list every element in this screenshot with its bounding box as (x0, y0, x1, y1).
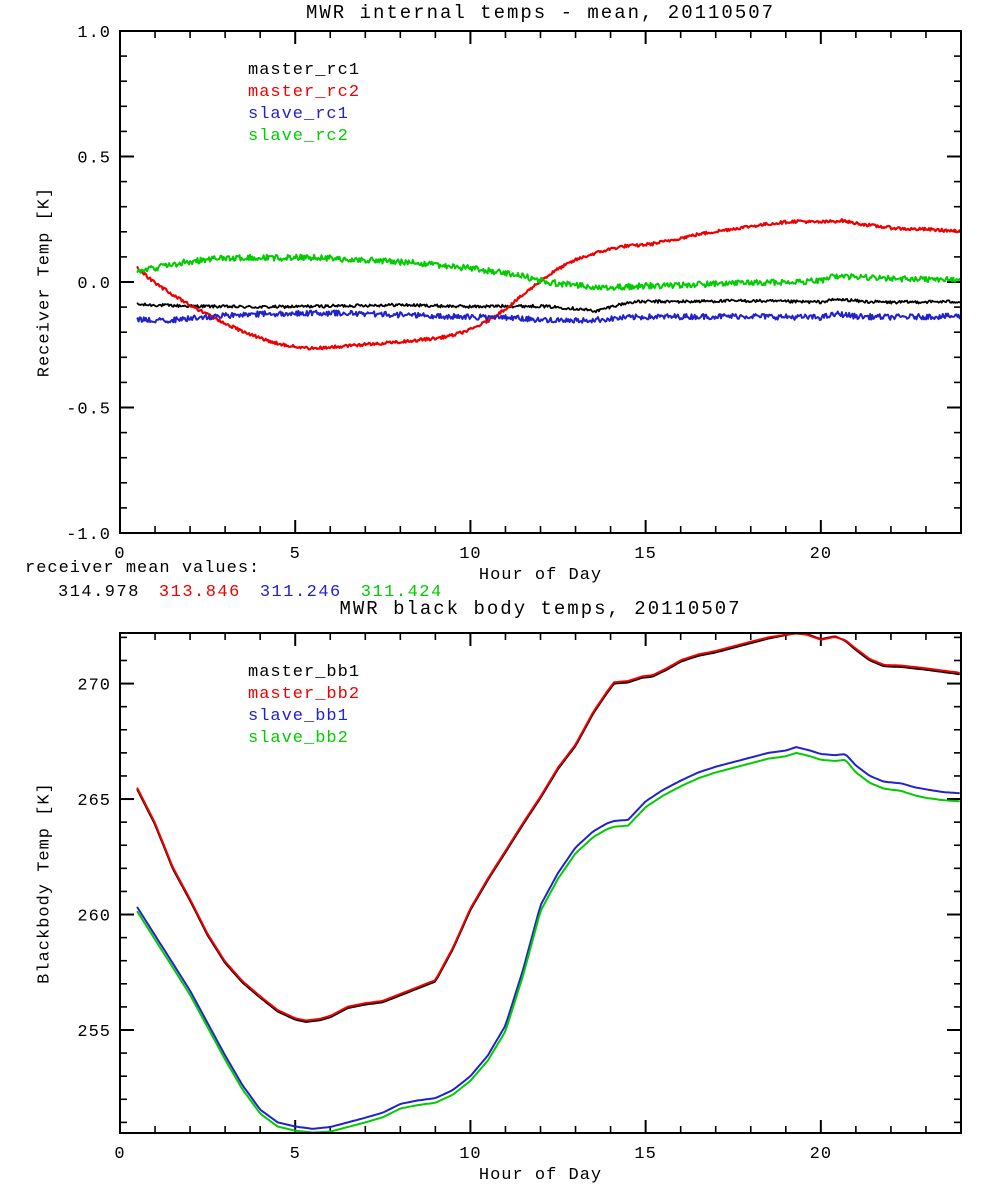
series-slave_bb1 (136, 746, 960, 1130)
y-tick-label: -0.5 (66, 401, 111, 420)
y-tick-label: 1.0 (77, 24, 111, 43)
receiver-mean-values: 314.978 313.846 311.246 311.424 (58, 583, 462, 602)
top-chart-legend: master_rc1 master_rc2 slave_rc1 slave_rc2 (248, 60, 360, 148)
x-tick-label: 0 (114, 545, 125, 564)
x-tick-label: 15 (634, 545, 656, 564)
y-tick-label: 0.5 (77, 150, 111, 169)
y-tick-label: 265 (77, 792, 111, 811)
x-tick-label: 10 (459, 1145, 481, 1164)
top-chart-canvas: 0 5 10 15 20 -1.0 -0.5 0.0 0.5 1.0 (66, 24, 962, 564)
legend-entry: slave_bb2 (248, 729, 349, 748)
y-tick-label: 260 (77, 908, 111, 927)
legend-entry: slave_rc1 (248, 105, 349, 124)
y-tick-label: 270 (77, 677, 111, 696)
series-slave_bb2 (136, 751, 960, 1133)
legend-entry: slave_bb1 (248, 707, 349, 726)
bottom-x-axis-label: Hour of Day (478, 1166, 603, 1185)
axes-box (119, 632, 962, 1134)
legend-entry: master_bb1 (248, 663, 361, 682)
mean-value: 311.246 (259, 583, 342, 602)
top-x-axis-label: Hour of Day (478, 566, 603, 585)
x-tick-label: 20 (810, 1145, 832, 1164)
x-tick-label: 5 (290, 545, 301, 564)
legend-entry: slave_rc2 (248, 127, 349, 146)
receiver-mean-values-heading: receiver mean values: (25, 559, 261, 578)
mean-value: 313.846 (158, 583, 241, 602)
x-tick-label: 15 (634, 1145, 656, 1164)
y-tick-label: 255 (77, 1023, 111, 1042)
axes-box (119, 30, 962, 534)
top-chart-title: MWR internal temps - mean, 20110507 (305, 2, 776, 24)
legend-entry: master_bb2 (248, 685, 361, 704)
bottom-y-axis-label: Blackbody Temp [K] (35, 782, 55, 984)
x-tick-label: 20 (810, 545, 832, 564)
series-master_rc1 (136, 297, 962, 314)
bottom-chart-legend: master_bb1 master_bb2 slave_bb1 slave_bb2 (248, 662, 360, 750)
series-slave_rc1 (136, 309, 962, 324)
y-tick-label: 0.0 (77, 275, 111, 294)
series-master_bb2 (136, 634, 960, 1022)
mean-value: 311.424 (360, 583, 443, 602)
legend-entry: master_rc2 (248, 83, 361, 102)
legend-entry: master_rc1 (248, 61, 361, 80)
top-y-axis-label: Receiver Temp [K] (35, 186, 55, 378)
series-master_rc2 (136, 218, 962, 351)
x-tick-label: 5 (290, 1145, 301, 1164)
y-tick-label: -1.0 (66, 526, 111, 545)
mean-value: 314.978 (58, 583, 140, 602)
bottom-chart-title: MWR black body temps, 20110507 (339, 598, 742, 620)
x-tick-label: 10 (459, 545, 481, 564)
series-slave_rc2 (136, 253, 962, 291)
bottom-chart-canvas: 0 5 10 15 20 255 260 265 270 (77, 632, 962, 1164)
x-tick-label: 0 (114, 1145, 125, 1164)
